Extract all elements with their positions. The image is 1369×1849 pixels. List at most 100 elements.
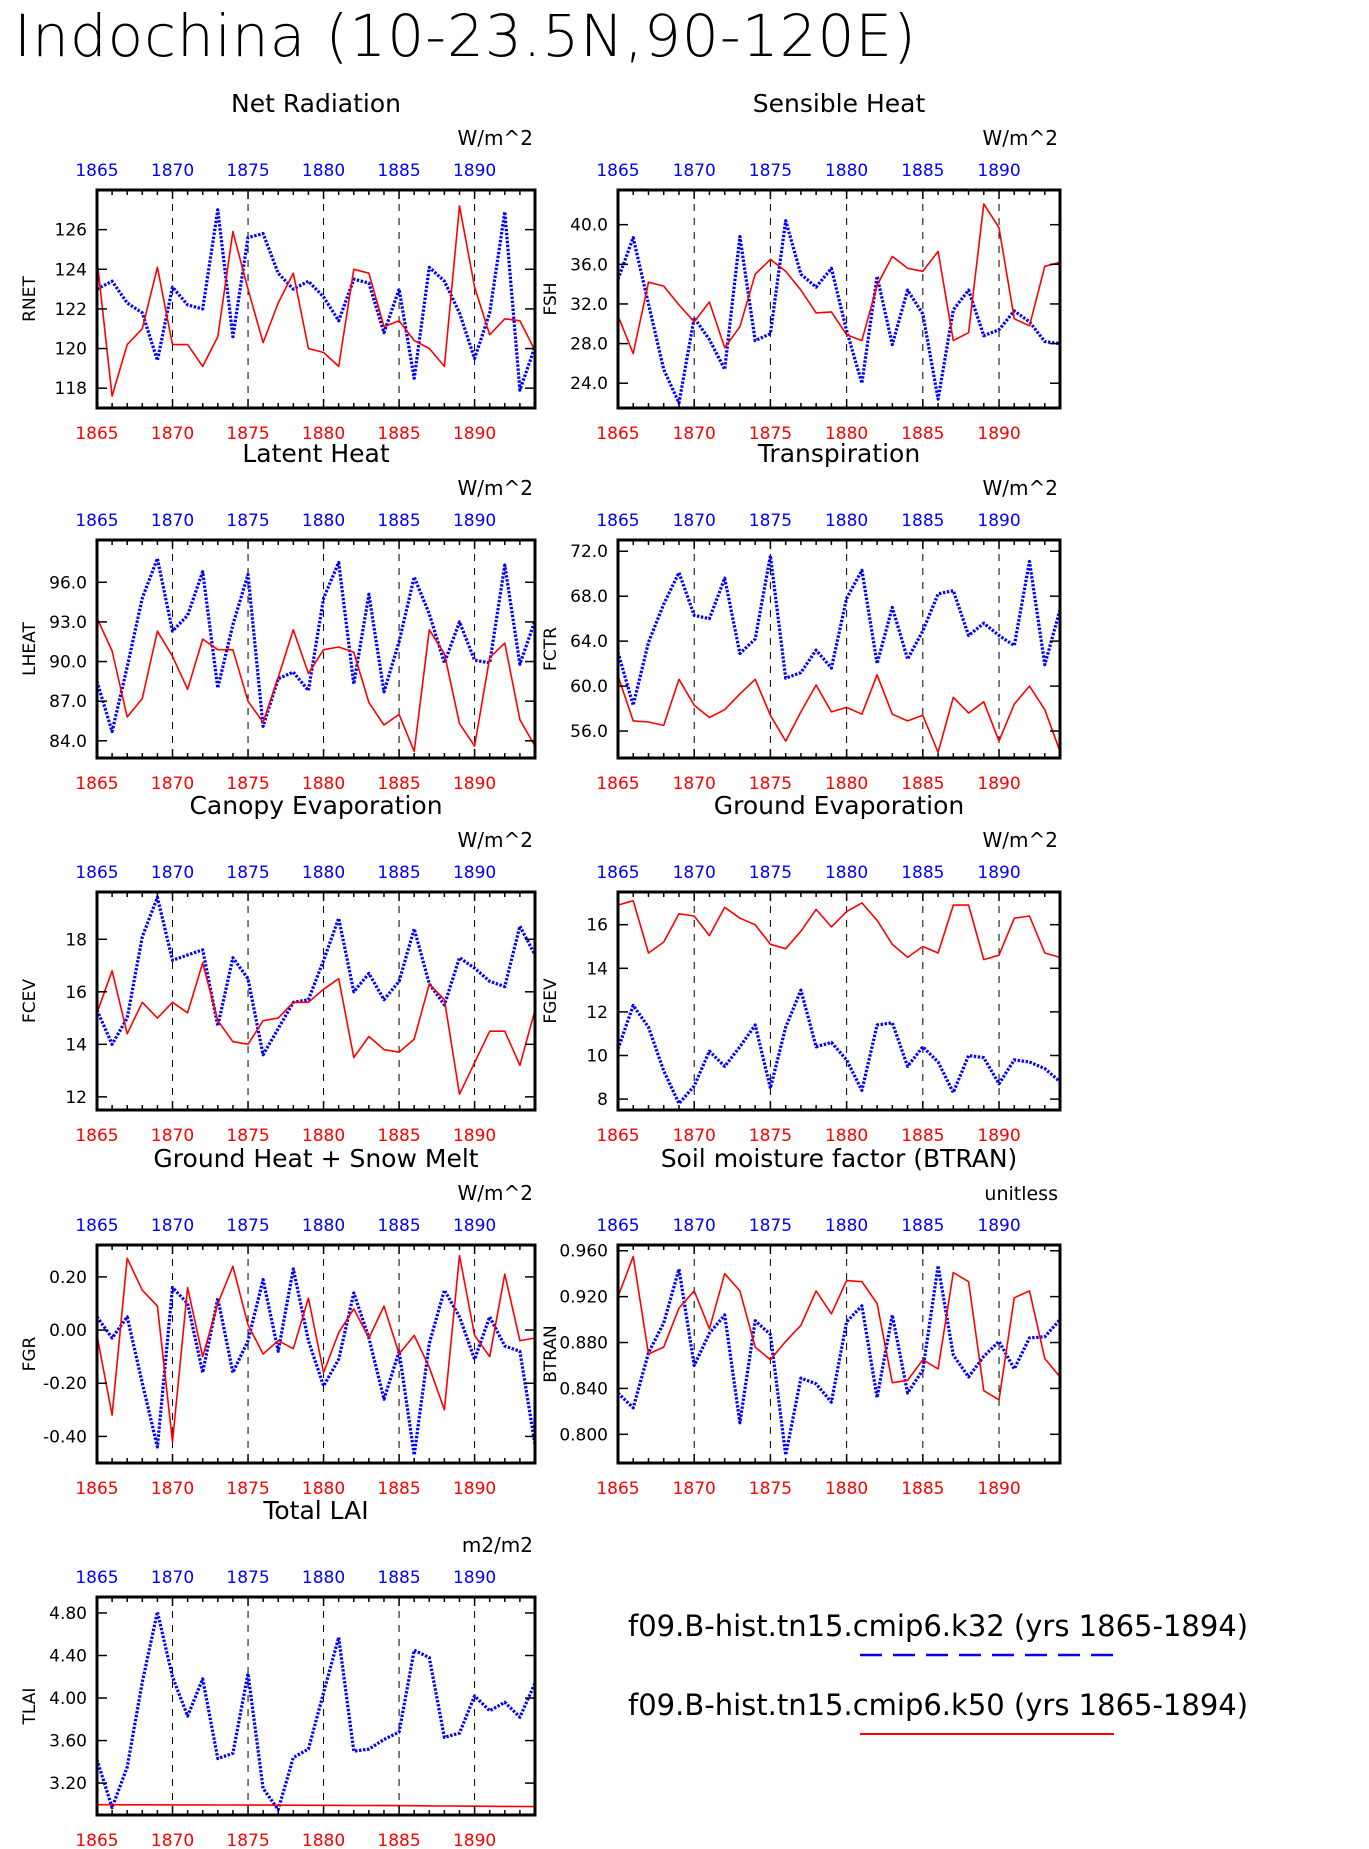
x-tick-label-top: 1880 — [302, 161, 345, 181]
y-axis-label: FSH — [541, 282, 561, 315]
y-axis-label: LHEAT — [20, 622, 40, 676]
x-tick-label-top: 1885 — [901, 161, 944, 181]
chart-title: Latent Heat — [242, 439, 390, 468]
chart-units: unitless — [984, 1183, 1058, 1205]
chart-units: W/m^2 — [458, 1181, 533, 1205]
chart-title: Ground Heat + Snow Melt — [153, 1144, 478, 1173]
y-tick-label: 40.0 — [570, 216, 608, 236]
x-tick-label-bottom: 1875 — [749, 774, 792, 794]
x-tick-label-bottom: 1870 — [151, 774, 194, 794]
x-tick-label-top: 1880 — [825, 1216, 868, 1236]
y-tick-label: 72.0 — [570, 542, 608, 562]
y-tick-label: 12 — [586, 1003, 608, 1023]
x-tick-label-top: 1870 — [673, 161, 716, 181]
x-tick-label-bottom: 1890 — [453, 1831, 496, 1849]
legend-swatch-k32 — [860, 1653, 1114, 1657]
x-tick-label-bottom: 1885 — [901, 424, 944, 444]
x-tick-label-top: 1865 — [75, 1568, 118, 1588]
y-tick-label: 4.40 — [49, 1646, 87, 1666]
y-tick-label: 0.880 — [559, 1334, 608, 1354]
x-tick-label-top: 1875 — [226, 161, 269, 181]
y-tick-label: 3.60 — [49, 1732, 87, 1752]
series-line-k50 — [617, 1255, 1061, 1401]
x-tick-label-top: 1875 — [226, 863, 269, 883]
x-tick-label-top: 1880 — [302, 1568, 345, 1588]
x-tick-label-top: 1890 — [977, 863, 1020, 883]
series-line-k50 — [97, 1803, 536, 1808]
y-tick-label: 8 — [597, 1090, 608, 1110]
legend-swatch-k50 — [860, 1733, 1114, 1735]
x-tick-label-top: 1890 — [453, 511, 496, 531]
x-tick-label-top: 1890 — [453, 863, 496, 883]
x-tick-label-top: 1885 — [901, 1216, 944, 1236]
y-tick-label: 3.20 — [49, 1774, 87, 1794]
series-line-k32 — [95, 895, 537, 1057]
x-tick-label-bottom: 1865 — [596, 1479, 639, 1499]
y-tick-label: 0.920 — [559, 1288, 608, 1308]
chart-panel-fsh: Sensible Heat W/m^2 1865 1865 1870 1870 1875 18… — [541, 89, 1062, 444]
y-tick-label: 68.0 — [570, 587, 608, 607]
y-tick-label: 56.0 — [570, 722, 608, 742]
chart-units: W/m^2 — [458, 828, 533, 852]
series-line-k32 — [95, 1267, 537, 1457]
plot-frame — [616, 1243, 1062, 1465]
chart-units: W/m^2 — [983, 126, 1058, 150]
y-tick-label: 14 — [586, 959, 608, 979]
y-axis-label: FCTR — [541, 627, 561, 671]
x-tick-label-bottom: 1865 — [75, 774, 118, 794]
x-tick-label-bottom: 1865 — [596, 1126, 639, 1146]
x-tick-label-top: 1890 — [453, 1216, 496, 1236]
plot-frame — [95, 1595, 537, 1817]
plot-frame — [616, 188, 1062, 410]
x-tick-label-top: 1880 — [302, 863, 345, 883]
x-tick-label-top: 1875 — [749, 1216, 792, 1236]
x-tick-label-bottom: 1870 — [673, 1479, 716, 1499]
y-tick-label: 4.00 — [49, 1689, 87, 1709]
x-tick-label-bottom: 1890 — [977, 424, 1020, 444]
series-line-k32 — [616, 1264, 1062, 1457]
chart-title: Net Radiation — [231, 89, 401, 118]
x-tick-label-top: 1865 — [596, 863, 639, 883]
y-tick-label: 96.0 — [49, 573, 87, 593]
x-tick-label-bottom: 1885 — [377, 774, 420, 794]
y-tick-label: 0.960 — [559, 1242, 608, 1262]
chart-title: Total LAI — [262, 1496, 368, 1525]
series-line-k50 — [96, 617, 536, 753]
chart-panel-lheat: Latent Heat W/m^2 1865 1865 1870 1870 1875 1875… — [20, 439, 537, 794]
y-tick-label: 18 — [65, 930, 87, 950]
series-line-k32 — [616, 219, 1061, 405]
chart-panel-rnet: Net Radiation W/m^2 1865 1865 1870 1870 1875 18… — [20, 89, 537, 444]
chart-panel-btran: Soil moisture factor (BTRAN) unitless 1865… — [541, 1144, 1062, 1499]
y-tick-label: 14 — [65, 1035, 87, 1055]
y-tick-label: 120 — [55, 340, 87, 360]
x-tick-label-bottom: 1880 — [302, 1126, 345, 1146]
x-tick-label-top: 1885 — [377, 511, 420, 531]
y-tick-label: 10 — [586, 1047, 608, 1067]
x-tick-label-top: 1880 — [825, 161, 868, 181]
y-tick-label: 4.80 — [49, 1604, 87, 1624]
x-tick-label-top: 1870 — [151, 863, 194, 883]
y-tick-label: 60.0 — [570, 677, 608, 697]
x-tick-label-top: 1865 — [596, 161, 639, 181]
chart-panel-fctr: Transpiration W/m^2 1865 1865 1870 1870 1875 18… — [541, 439, 1062, 794]
series-line-k32 — [95, 556, 537, 734]
chart-units: W/m^2 — [983, 476, 1058, 500]
x-tick-label-top: 1870 — [673, 1216, 716, 1236]
y-axis-label: TLAI — [20, 1688, 40, 1726]
x-tick-label-top: 1880 — [302, 511, 345, 531]
x-tick-label-bottom: 1865 — [75, 1479, 118, 1499]
x-tick-label-top: 1880 — [825, 511, 868, 531]
x-tick-label-top: 1870 — [151, 1568, 194, 1588]
x-tick-label-top: 1875 — [749, 511, 792, 531]
x-tick-label-bottom: 1875 — [749, 1126, 792, 1146]
y-axis-label: FCEV — [20, 979, 40, 1023]
x-tick-label-bottom: 1875 — [749, 424, 792, 444]
x-tick-label-top: 1865 — [596, 511, 639, 531]
x-tick-label-top: 1865 — [596, 1216, 639, 1236]
plot-frame — [616, 890, 1062, 1112]
x-tick-label-bottom: 1870 — [673, 424, 716, 444]
x-tick-label-bottom: 1880 — [302, 424, 345, 444]
x-tick-label-bottom: 1880 — [302, 1479, 345, 1499]
chart-title: Sensible Heat — [753, 89, 926, 118]
